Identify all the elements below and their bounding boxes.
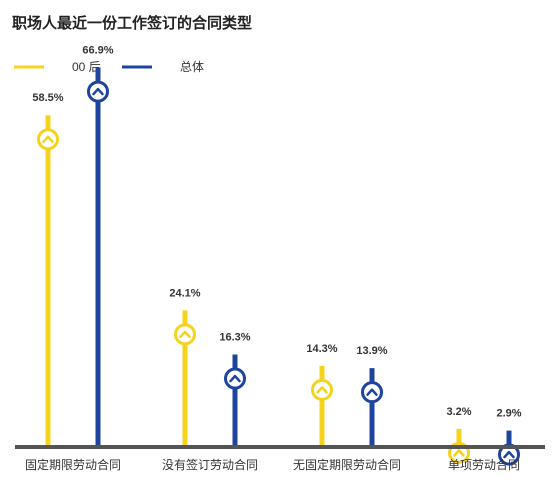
chevron-up-icon	[453, 449, 465, 457]
bar-marker	[224, 367, 246, 390]
value-label: 2.9%	[496, 408, 521, 420]
value-label: 58.5%	[32, 92, 63, 104]
chevron-up-icon	[503, 450, 515, 459]
value-label: 16.3%	[219, 332, 250, 344]
value-label: 66.9%	[82, 45, 113, 57]
category-labels: 固定期限劳动合同 没有签订劳动合同 无固定期限劳动合同 单项劳动合同	[25, 457, 520, 472]
value-label: 14.3%	[306, 343, 337, 355]
chart-marks: 58.5% 24.1% 14.3% 3.2% 66.9% 16.3% 13.9% 2.9%	[32, 45, 522, 466]
category-label: 无固定期限劳动合同	[293, 457, 401, 472]
value-label: 24.1%	[169, 287, 200, 299]
chevron-up-icon	[316, 386, 328, 394]
chevron-up-icon	[92, 87, 104, 96]
chevron-up-icon	[179, 330, 191, 339]
chevron-up-icon	[42, 135, 54, 143]
legend: 00 后 总体	[14, 60, 204, 74]
bar-marker	[311, 378, 333, 401]
category-label: 单项劳动合同	[448, 457, 520, 472]
bar-marker	[37, 128, 59, 151]
value-label: 3.2%	[446, 406, 471, 418]
chevron-up-icon	[229, 374, 241, 383]
chevron-up-icon	[366, 388, 378, 396]
bar-marker	[361, 381, 383, 404]
legend-label-zongti: 总体	[180, 60, 204, 74]
legend-label-00hou: 00 后	[72, 60, 101, 74]
bar-marker	[174, 323, 196, 346]
bar-marker	[87, 80, 109, 103]
category-label: 没有签订劳动合同	[162, 457, 258, 472]
chart-title: 职场人最近一份工作签订的合同类型	[12, 14, 252, 32]
value-label: 13.9%	[356, 345, 387, 357]
category-label: 固定期限劳动合同	[25, 457, 121, 472]
